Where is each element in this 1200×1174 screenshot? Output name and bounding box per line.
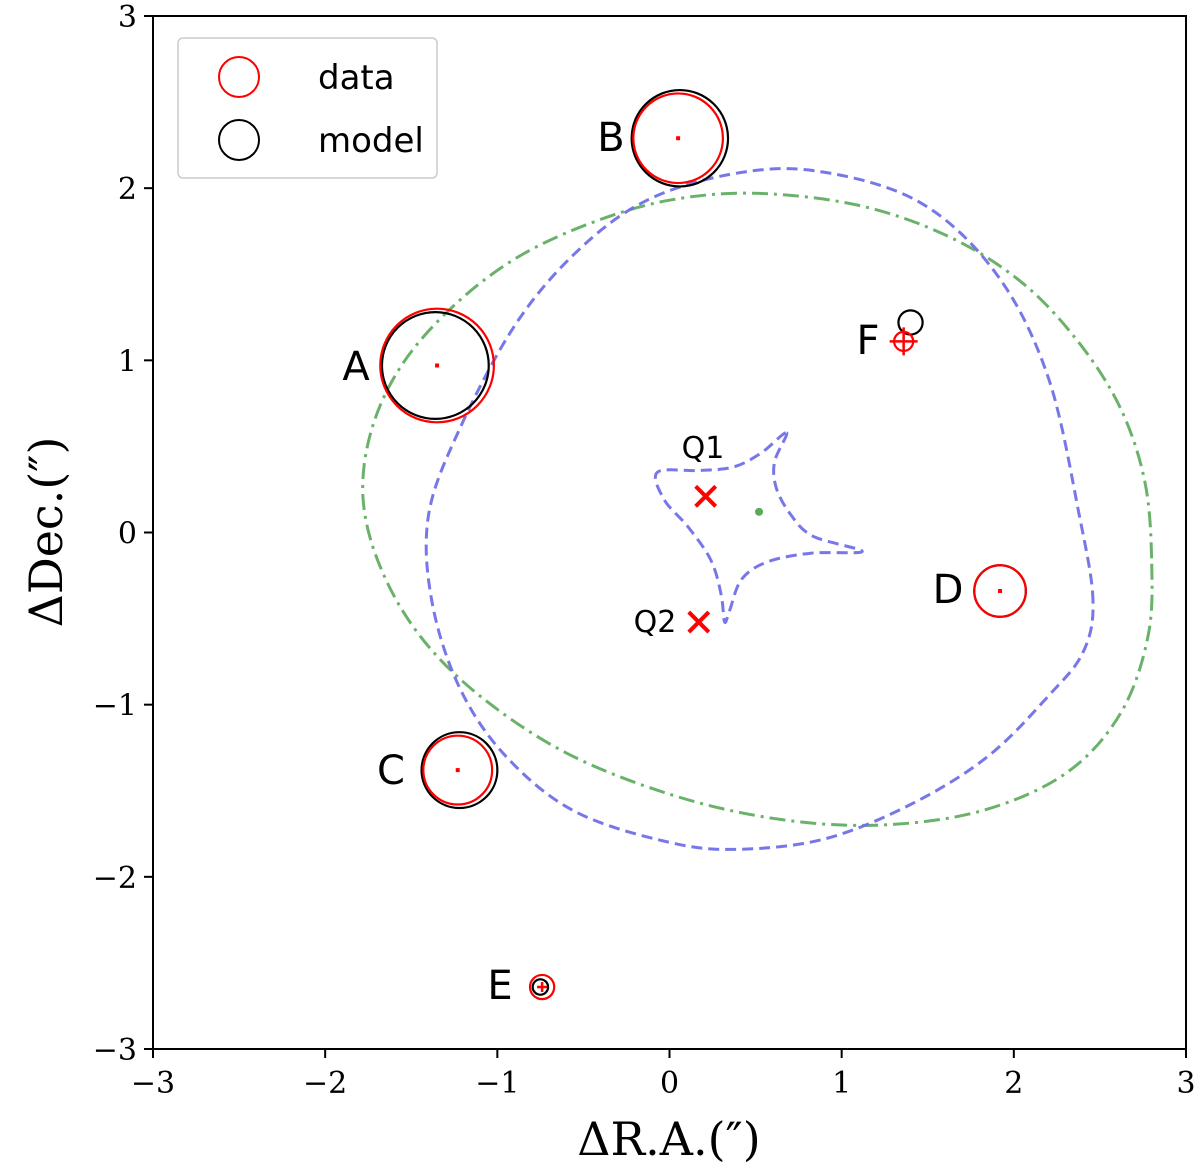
legend-data-label: data (318, 58, 395, 98)
image-label-d: D (933, 567, 964, 613)
curves (361, 167, 1154, 851)
image-b-data-circle (632, 92, 725, 185)
x-tick-label: 2 (1004, 1066, 1023, 1101)
y-tick-label: 0 (118, 517, 137, 552)
y-tick-label: 3 (118, 0, 137, 35)
legend-model-marker (218, 119, 260, 161)
image-d-data-circle (973, 564, 1027, 618)
legend-data-marker (218, 56, 260, 98)
critical-curve (361, 191, 1154, 827)
perturber-label-q2: Q2 (634, 605, 677, 640)
perturber-q1-marker-b (694, 484, 718, 508)
markers (379, 88, 1027, 1001)
image-label-b: B (597, 115, 624, 161)
perturber-label-q1: Q1 (682, 431, 725, 466)
ticks: −3 −2 −1 0 1 2 3 −3 −2 −1 0 1 2 3 (93, 0, 1196, 1101)
x-tick-label: 3 (1176, 1066, 1195, 1101)
y-axis-label: ΔDec.(″) (19, 437, 73, 628)
labels: A B C D E F Q1 Q2 (342, 115, 963, 1009)
image-a-data-center (435, 363, 440, 368)
tangential-caustic (424, 167, 1095, 851)
legend: data model (177, 37, 438, 179)
image-c-model-circle (420, 731, 499, 810)
image-label-c: C (377, 748, 405, 794)
image-label-f: F (856, 318, 879, 364)
x-tick-label: −2 (303, 1066, 347, 1101)
image-a-data-circle (379, 307, 495, 424)
y-tick-label: −2 (93, 861, 137, 896)
image-a-model-circle (380, 310, 490, 420)
image-c-data-center (455, 768, 460, 773)
x-axis-label: ΔR.A.(″) (577, 1112, 760, 1166)
x-tick-label: 1 (832, 1066, 851, 1101)
x-tick-label: −3 (131, 1066, 175, 1101)
y-tick-label: −1 (93, 689, 137, 724)
legend-box (177, 37, 438, 179)
image-e-data-circle (528, 973, 556, 1001)
perturber-q2-marker-b (687, 610, 711, 634)
image-c-data-circle (422, 734, 494, 806)
x-tick-label: 0 (660, 1066, 679, 1101)
image-d-data-center (998, 589, 1003, 594)
y-tick-label: −3 (93, 1033, 137, 1068)
source-center-point (755, 507, 764, 516)
image-label-e: E (487, 963, 512, 1009)
y-tick-label: 2 (118, 172, 137, 207)
legend-model-label: model (318, 121, 424, 161)
y-tick-label: 1 (118, 344, 137, 379)
image-e-model-circle (531, 978, 550, 996)
image-b-model-circle (630, 88, 730, 188)
image-label-a: A (342, 344, 370, 390)
x-tick-label: −1 (475, 1066, 519, 1101)
image-b-data-center (676, 136, 681, 141)
radial-caustic (653, 431, 864, 625)
